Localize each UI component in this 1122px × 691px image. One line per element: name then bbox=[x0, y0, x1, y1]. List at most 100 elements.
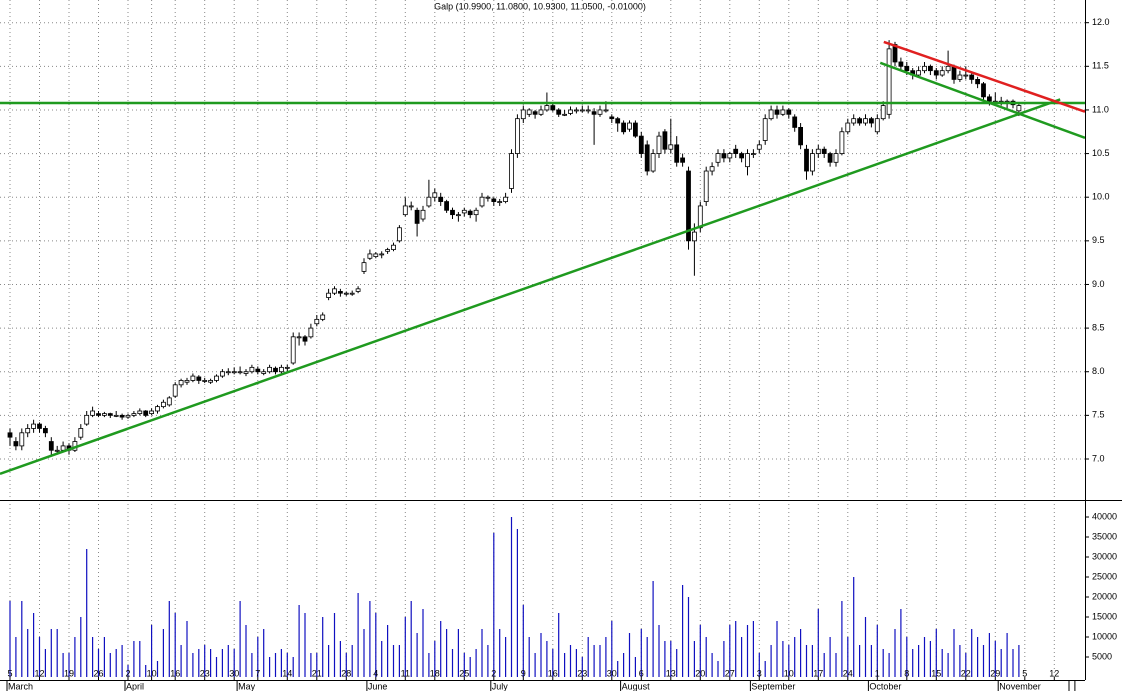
candle-body bbox=[579, 109, 585, 112]
candle-body bbox=[745, 153, 750, 168]
volume-bar bbox=[581, 657, 583, 677]
volume-bar bbox=[510, 517, 513, 677]
volume-bar bbox=[304, 613, 306, 677]
x-tick-label: 23 bbox=[200, 668, 210, 678]
volume-bar bbox=[805, 645, 808, 677]
volume-bar bbox=[717, 661, 719, 677]
volume-bar bbox=[210, 649, 212, 677]
candle-body bbox=[208, 380, 214, 383]
candle-body bbox=[869, 118, 874, 124]
candle-body bbox=[455, 214, 461, 217]
candle-body bbox=[438, 196, 444, 202]
volume-bar bbox=[493, 533, 495, 677]
volume-bar bbox=[611, 621, 613, 677]
price-pane bbox=[7, 40, 1022, 455]
candle-body bbox=[290, 336, 296, 364]
candle-body bbox=[343, 292, 349, 295]
candle-body bbox=[515, 118, 520, 154]
candle-body bbox=[733, 148, 739, 154]
volume-bar bbox=[410, 601, 412, 677]
month-label: July bbox=[492, 681, 509, 691]
candle-body bbox=[261, 371, 267, 374]
candle-body bbox=[627, 122, 632, 130]
candle-body bbox=[54, 449, 60, 452]
x-tick-label: 27 bbox=[725, 668, 735, 678]
x-tick-label: 10 bbox=[784, 668, 794, 678]
volume-bar bbox=[923, 637, 926, 677]
volume-bar bbox=[263, 629, 265, 677]
candle-body bbox=[556, 109, 562, 115]
candle-body bbox=[585, 109, 591, 112]
x-tick-label: 3 bbox=[757, 668, 762, 678]
candle-body bbox=[621, 122, 626, 133]
volume-bar bbox=[86, 549, 88, 677]
candle-body bbox=[780, 109, 786, 115]
candle-body bbox=[945, 65, 951, 72]
month-label: October bbox=[869, 681, 901, 691]
volume-bar bbox=[617, 661, 619, 677]
volume-bar bbox=[310, 653, 312, 677]
volume-bar bbox=[115, 649, 117, 677]
candle-body bbox=[37, 423, 42, 429]
x-tick-label: 23 bbox=[577, 668, 587, 678]
candle-body bbox=[798, 126, 803, 146]
volume-bar bbox=[398, 645, 400, 677]
candle-body bbox=[768, 109, 774, 120]
x-tick-label: 5 bbox=[1022, 668, 1027, 678]
volume-bar bbox=[369, 601, 371, 677]
x-tick-label: 12 bbox=[1049, 668, 1059, 678]
volume-bar bbox=[145, 665, 147, 677]
volume-bar bbox=[552, 649, 554, 677]
volume-bar bbox=[605, 637, 607, 677]
month-label: November bbox=[999, 681, 1041, 691]
candle-body bbox=[839, 131, 845, 154]
candle-body bbox=[420, 209, 426, 220]
volume-bar bbox=[9, 601, 11, 677]
candle-body bbox=[60, 445, 66, 451]
candle-body bbox=[13, 441, 19, 447]
candle-body bbox=[963, 74, 969, 77]
candle-body bbox=[479, 196, 485, 207]
volume-bar bbox=[381, 641, 383, 677]
candle-body bbox=[686, 170, 691, 242]
candle-body bbox=[337, 291, 343, 294]
volume-bar bbox=[434, 641, 436, 677]
candle-body bbox=[102, 413, 107, 416]
candle-body bbox=[231, 371, 237, 374]
candle-body bbox=[219, 371, 225, 377]
volume-bar bbox=[770, 645, 772, 677]
x-tick-label: 30 bbox=[229, 668, 239, 678]
x-tick-label: 13 bbox=[666, 668, 676, 678]
volume-tick-label: 15000 bbox=[1092, 611, 1117, 621]
candle-body bbox=[804, 148, 809, 172]
volume-bar bbox=[564, 653, 566, 677]
candle-body bbox=[827, 153, 833, 163]
volume-tick-label: 35000 bbox=[1092, 531, 1117, 541]
y-tick-label: 8.5 bbox=[1092, 322, 1105, 332]
volume-bar bbox=[835, 653, 837, 677]
candle-body bbox=[615, 118, 621, 124]
volume-bar bbox=[50, 629, 52, 677]
volume-bar bbox=[74, 637, 76, 677]
volume-bar bbox=[729, 625, 731, 677]
volume-bar bbox=[1006, 633, 1008, 677]
candle-body bbox=[243, 371, 249, 374]
candle-body bbox=[367, 253, 373, 259]
candle-body bbox=[715, 153, 721, 163]
volume-bar bbox=[947, 653, 949, 677]
volume-bar bbox=[239, 601, 241, 677]
candle-body bbox=[385, 249, 391, 252]
candle-body bbox=[172, 384, 178, 397]
candle-body bbox=[355, 288, 361, 292]
volume-bar bbox=[451, 649, 454, 677]
candle-body bbox=[520, 109, 526, 120]
candle-body bbox=[426, 196, 432, 207]
trendlines bbox=[0, 40, 1085, 476]
candle-body bbox=[815, 148, 821, 154]
candle-body bbox=[692, 231, 697, 242]
candle-body bbox=[591, 111, 597, 115]
volume-bar bbox=[168, 601, 170, 677]
volume-bar bbox=[941, 649, 943, 677]
month-label: May bbox=[238, 681, 256, 691]
